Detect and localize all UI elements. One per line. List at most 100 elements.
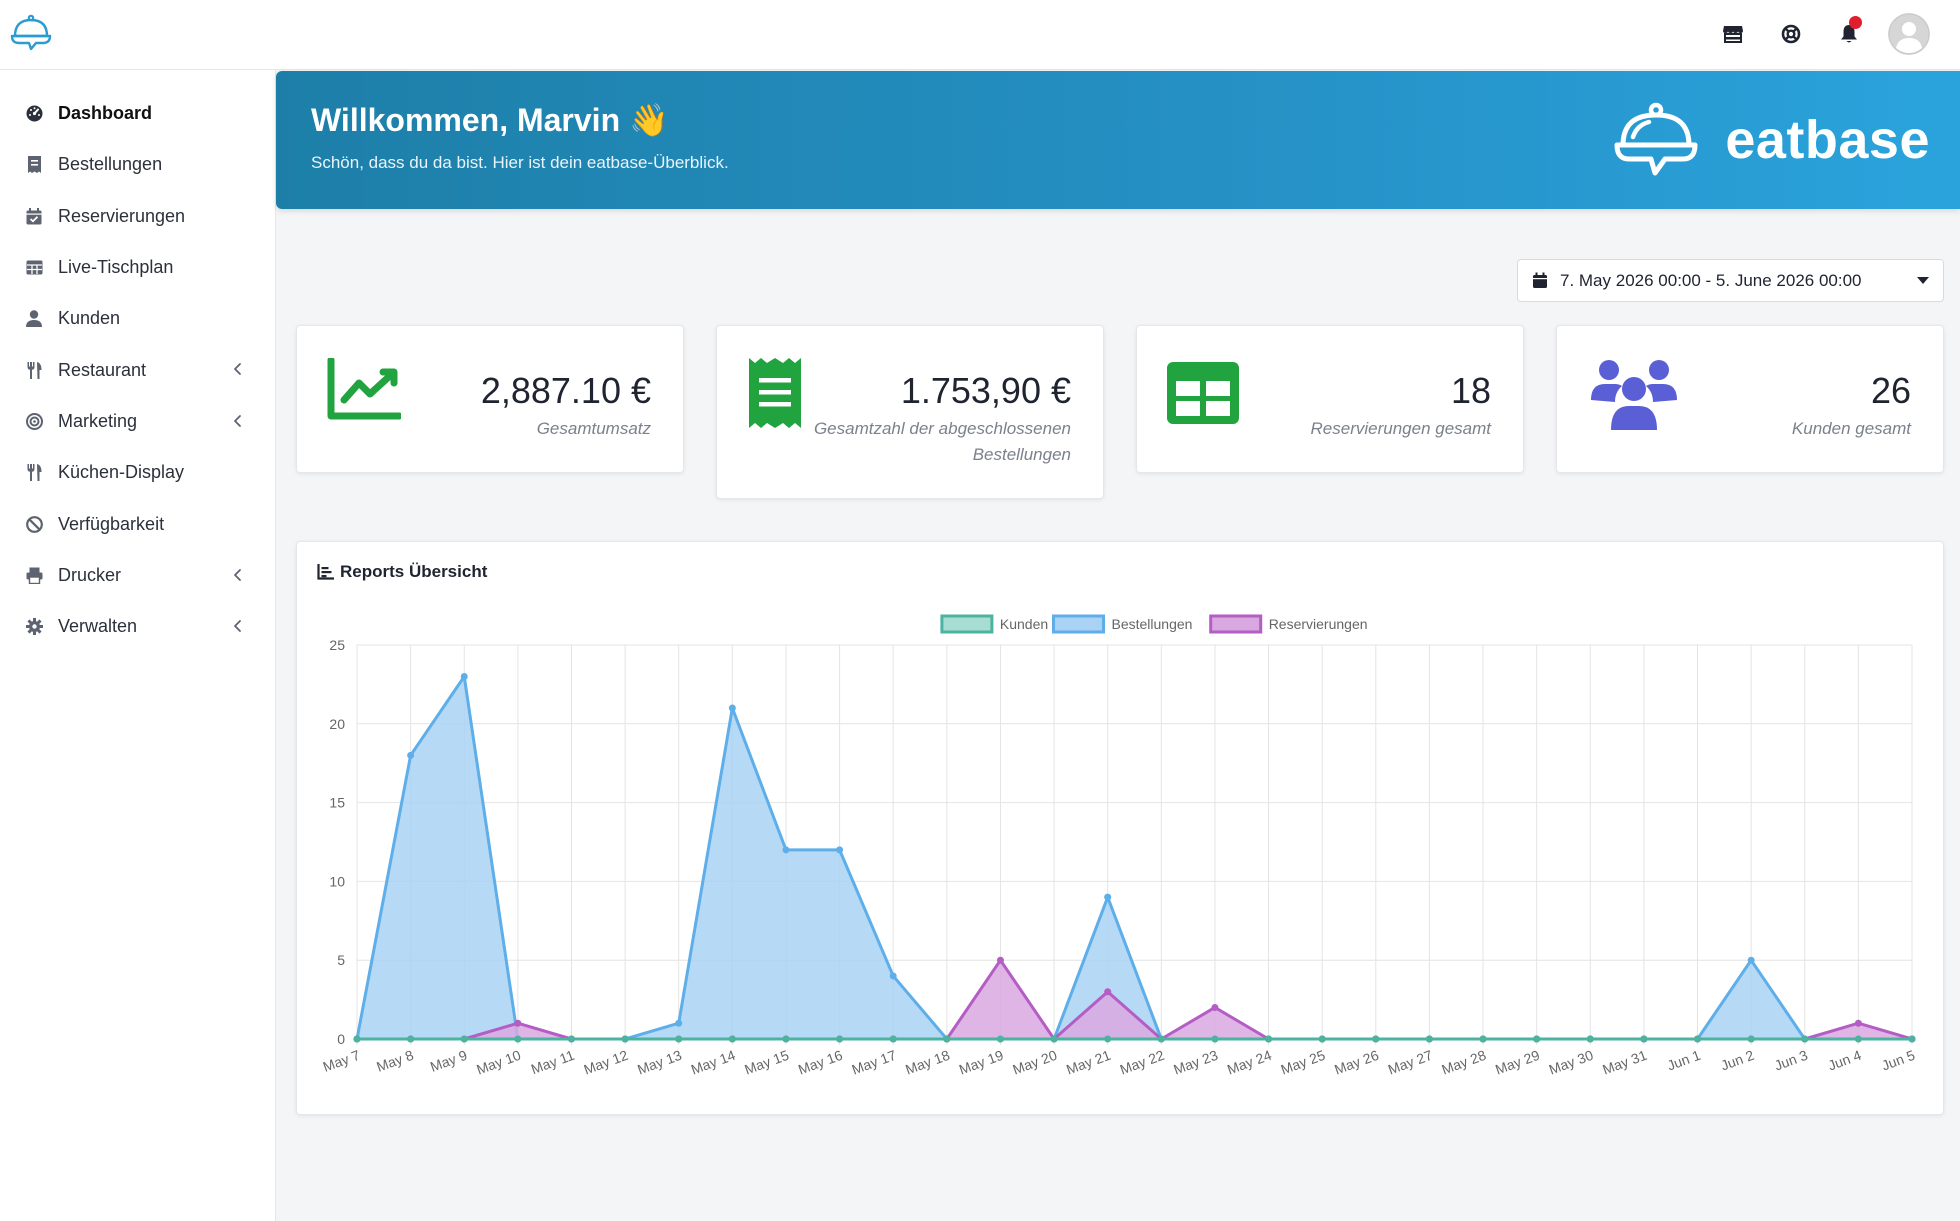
x-tick-label: May 18 — [903, 1047, 952, 1078]
receipt-icon — [749, 358, 801, 428]
data-point — [1104, 1035, 1112, 1043]
data-point — [1854, 1019, 1862, 1027]
chevron-left-icon[interactable] — [231, 568, 245, 582]
ban-icon — [24, 514, 44, 534]
data-point — [567, 1035, 575, 1043]
chart-area-icon — [317, 564, 334, 580]
store-icon[interactable] — [1704, 12, 1762, 56]
stat-card-orders: 1.753,90 € Gesamtzahl der abgeschlossene… — [716, 325, 1104, 499]
x-tick-label: May 16 — [796, 1047, 845, 1078]
sidebar-item-label: Marketing — [58, 410, 138, 431]
x-tick-label: May 31 — [1600, 1047, 1649, 1078]
stat-card-revenue: 2,887.10 € Gesamtumsatz — [296, 325, 684, 473]
data-point — [353, 1035, 361, 1043]
data-point — [836, 846, 844, 854]
chevron-left-icon[interactable] — [231, 619, 245, 633]
cloche-logo-icon[interactable] — [10, 12, 52, 54]
welcome-subtitle: Schön, dass du da bist. Hier ist dein ea… — [311, 153, 729, 172]
revenue-label: Gesamtumsatz — [536, 419, 651, 438]
sidebar-item-live-tischplan[interactable]: Live-Tischplan — [0, 242, 275, 293]
brand-logo: eatbase — [1613, 101, 1930, 179]
legend-swatch — [1052, 614, 1105, 634]
sidebar-item-marketing[interactable]: Marketing — [0, 396, 275, 447]
data-point — [1425, 1035, 1433, 1043]
x-tick-label: May 15 — [742, 1047, 791, 1078]
data-point — [1211, 1035, 1219, 1043]
lifering-icon[interactable] — [1762, 12, 1820, 56]
sidebar-item-drucker[interactable]: Drucker — [0, 550, 275, 601]
x-tick-label: May 8 — [374, 1047, 415, 1075]
daterange-picker[interactable]: 7. May 2026 00:00 - 5. June 2026 00:00 — [1517, 259, 1944, 302]
sidebar-item-label: Verwalten — [58, 616, 138, 637]
x-tick-label: Jun 2 — [1719, 1047, 1757, 1074]
top-icons — [1704, 12, 1930, 56]
x-tick-label: May 30 — [1547, 1047, 1596, 1078]
data-point — [996, 1035, 1004, 1043]
brand-name: eatbase — [1725, 110, 1930, 170]
chevron-left-icon[interactable] — [231, 362, 245, 376]
data-point — [782, 846, 790, 854]
data-point — [514, 1019, 522, 1027]
sidebar-item-verwalten[interactable]: Verwalten — [0, 601, 275, 652]
stat-card-customers: 26 Kunden gesamt — [1556, 325, 1944, 473]
data-point — [1908, 1035, 1916, 1043]
data-point — [407, 751, 415, 759]
customers-label: Kunden gesamt — [1791, 419, 1911, 438]
y-tick-label: 0 — [337, 1031, 345, 1047]
x-tick-label: May 20 — [1010, 1047, 1059, 1078]
legend-label: Reservierungen — [1269, 616, 1368, 632]
x-tick-label: May 14 — [689, 1047, 738, 1078]
utensils-icon — [24, 463, 44, 483]
x-tick-label: Jun 4 — [1826, 1047, 1864, 1074]
notification-dot — [1849, 16, 1862, 29]
calendar-check-icon — [24, 206, 44, 226]
data-point — [1854, 1035, 1862, 1043]
data-point — [460, 673, 468, 681]
stat-card-reservations: 18 Reservierungen gesamt — [1136, 325, 1524, 473]
data-point — [1747, 1035, 1755, 1043]
x-tick-label: May 28 — [1439, 1047, 1488, 1078]
chart-legend: Kunden Bestellungen Reservierungen — [940, 614, 1368, 634]
calendar-icon — [1533, 272, 1547, 288]
user-icon — [24, 309, 44, 329]
sidebar-item-bestellungen[interactable]: Bestellungen — [0, 139, 275, 190]
sidebar-item-kunden[interactable]: Kunden — [0, 293, 275, 344]
data-point — [1050, 1035, 1058, 1043]
sidebar-item-reservierungen[interactable]: Reservierungen — [0, 191, 275, 242]
series-area — [357, 676, 1912, 1039]
sidebar-item-dashboard[interactable]: Dashboard — [0, 88, 275, 139]
cloche-brand-icon — [1614, 102, 1698, 176]
chevron-left-icon[interactable] — [231, 414, 245, 428]
x-tick-label: Jun 1 — [1665, 1047, 1703, 1074]
reports-title-text: Reports Übersicht — [340, 562, 488, 581]
x-tick-label: May 29 — [1493, 1047, 1542, 1078]
x-tick-label: May 24 — [1225, 1047, 1274, 1078]
legend-swatch — [940, 614, 994, 634]
y-tick-label: 10 — [329, 873, 345, 889]
sidebar-item-kuechen-display[interactable]: Küchen-Display — [0, 447, 275, 498]
data-point — [728, 704, 736, 712]
sidebar-item-label: Verfügbarkeit — [58, 513, 165, 534]
data-point — [1372, 1035, 1380, 1043]
sidebar: Dashboard Bestellungen Reservierungen Live-… — [0, 70, 276, 1221]
x-tick-label: May 25 — [1279, 1047, 1328, 1078]
data-point — [675, 1035, 683, 1043]
sidebar-item-verfuegbarkeit[interactable]: Verfügbarkeit — [0, 498, 275, 549]
data-point — [728, 1035, 736, 1043]
x-tick-label: May 27 — [1386, 1047, 1435, 1078]
avatar[interactable] — [1888, 13, 1930, 55]
sidebar-item-label: Live-Tischplan — [58, 257, 174, 278]
users-icon — [1591, 360, 1677, 430]
bell-icon[interactable] — [1820, 12, 1878, 56]
x-tick-label: May 7 — [321, 1047, 362, 1075]
sidebar-item-label: Küchen-Display — [58, 462, 185, 483]
legend-swatch — [1209, 614, 1263, 634]
x-tick-label: May 26 — [1332, 1047, 1381, 1078]
data-point — [1318, 1035, 1326, 1043]
data-point — [996, 956, 1004, 964]
sidebar-item-restaurant[interactable]: Restaurant — [0, 344, 275, 395]
reservations-value: 18 — [1450, 370, 1491, 411]
series-bestellungen — [353, 673, 1916, 1043]
x-tick-label: May 17 — [850, 1047, 899, 1078]
data-point — [889, 1035, 897, 1043]
